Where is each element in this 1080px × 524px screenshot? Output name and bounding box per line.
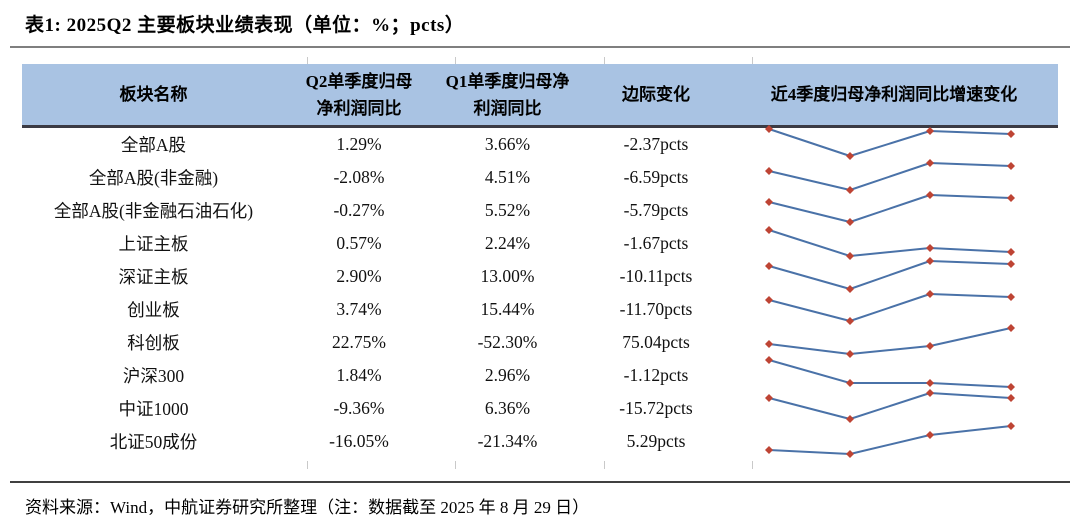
header-marginal-change: 边际变化 [622, 85, 690, 104]
title-divider [10, 46, 1070, 48]
table-row: 深证主板 2.90% 13.00% -10.11pcts [22, 257, 1058, 293]
cell-sector-name: 全部A股(非金融石油石化) [53, 201, 254, 221]
performance-table: 板块名称 Q2单季度归母 净利润同比 Q1单季度归母净 利润同比 边际变化 近4… [22, 57, 1058, 469]
cell-marginal-change: -1.12pcts [623, 365, 689, 385]
cell-marginal-change: -15.72pcts [619, 398, 693, 418]
cell-marginal-change: -5.79pcts [623, 200, 689, 220]
cell-q2-yoy: 0.57% [336, 233, 382, 253]
table-row: 全部A股(非金融) -2.08% 4.51% -6.59pcts [22, 159, 1058, 194]
table-row: 全部A股(非金融石油石化) -0.27% 5.52% -5.79pcts [22, 191, 1058, 227]
cell-marginal-change: 75.04pcts [622, 332, 690, 352]
column-divider-stub [752, 461, 753, 469]
table-row: 北证50成份 -16.05% -21.34% 5.29pcts [22, 422, 1058, 458]
table-body: 全部A股 1.29% 3.66% -2.37pcts 全部A股(非金融) -2.… [22, 125, 1058, 458]
cell-q1-yoy: 4.51% [484, 167, 531, 187]
cell-q2-yoy: -2.08% [333, 167, 385, 187]
cell-sparkline [730, 257, 1058, 293]
sparkline-chart [765, 191, 1015, 226]
cell-q1-yoy: 15.44% [480, 299, 535, 319]
sparkline-chart [765, 257, 1015, 293]
cell-q1-yoy: -52.30% [477, 332, 538, 352]
table-row: 创业板 3.74% 15.44% -11.70pcts [22, 290, 1058, 326]
sparkline-chart [765, 324, 1015, 358]
column-divider-stub [604, 57, 605, 64]
table-row: 中证1000 -9.36% 6.36% -15.72pcts [22, 389, 1058, 425]
column-divider-stub [604, 461, 605, 469]
cell-sector-name: 深证主板 [118, 267, 189, 287]
cell-marginal-change: -11.70pcts [619, 299, 693, 319]
table-row: 全部A股 1.29% 3.66% -2.37pcts [22, 125, 1058, 161]
header-q1-yoy: Q1单季度归母净 利润同比 [445, 71, 570, 118]
sparkline-chart [765, 159, 1015, 194]
sparkline-chart [765, 226, 1015, 260]
table-row: 沪深300 1.84% 2.96% -1.12pcts [22, 356, 1058, 392]
cell-marginal-change: -10.11pcts [619, 266, 693, 286]
cell-q1-yoy: 6.36% [484, 398, 531, 418]
table-row: 上证主板 0.57% 2.24% -1.67pcts [22, 226, 1058, 260]
cell-q2-yoy: 3.74% [336, 299, 382, 319]
cell-sparkline [730, 125, 1058, 161]
cell-marginal-change: -1.67pcts [623, 233, 689, 253]
cell-q1-yoy: 2.24% [484, 233, 531, 253]
sparkline-chart [765, 290, 1015, 325]
source-note: 资料来源：Wind，中航证券研究所整理（注：数据截至 2025 年 8 月 29… [25, 498, 590, 517]
cell-q1-yoy: 3.66% [484, 134, 531, 154]
table-row: 科创板 22.75% -52.30% 75.04pcts [22, 324, 1058, 359]
cell-q2-yoy: -16.05% [329, 431, 389, 451]
column-divider-stub [752, 57, 753, 64]
column-divider-stub [307, 57, 308, 64]
cell-sector-name: 全部A股(非金融) [88, 168, 219, 188]
cell-marginal-change: -6.59pcts [623, 167, 689, 187]
column-divider-stubs-bottom [44, 461, 1080, 469]
footer-divider [10, 481, 1070, 483]
cell-marginal-change: -2.37pcts [623, 134, 689, 154]
cell-q2-yoy: -0.27% [333, 200, 385, 220]
cell-q2-yoy: 1.29% [336, 134, 382, 154]
cell-sparkline [730, 422, 1058, 458]
column-divider-stub [307, 461, 308, 469]
cell-sector-name: 全部A股 [120, 135, 187, 155]
sparkline-chart [765, 389, 1015, 423]
cell-q2-yoy: 22.75% [332, 332, 386, 352]
column-divider-stub [455, 57, 456, 64]
cell-sector-name: 北证50成份 [109, 432, 198, 452]
sparkline-chart [765, 125, 1015, 160]
cell-q2-yoy: 1.84% [336, 365, 382, 385]
table-header-row: 板块名称 Q2单季度归母 净利润同比 Q1单季度归母净 利润同比 边际变化 近4… [22, 64, 1058, 128]
sparkline-chart [765, 422, 1015, 458]
cell-q1-yoy: -21.34% [477, 431, 538, 451]
header-q2-yoy: Q2单季度归母 净利润同比 [305, 71, 413, 118]
cell-sparkline [730, 324, 1058, 359]
cell-sparkline [730, 290, 1058, 326]
cell-q1-yoy: 2.96% [484, 365, 531, 385]
cell-q2-yoy: 2.90% [336, 266, 382, 286]
cell-marginal-change: 5.29pcts [626, 431, 686, 451]
cell-sector-name: 创业板 [127, 300, 180, 320]
cell-sparkline [730, 226, 1058, 260]
cell-sparkline [730, 389, 1058, 425]
sparkline-chart [765, 356, 1015, 391]
cell-sector-name: 沪深300 [122, 366, 185, 386]
header-sector-name: 板块名称 [119, 85, 188, 104]
cell-q2-yoy: -9.36% [333, 398, 385, 418]
column-divider-stub [455, 461, 456, 469]
header-sparkline-col: 近4季度归母净利润同比增速变化 [770, 85, 1018, 104]
cell-sector-name: 科创板 [127, 333, 180, 353]
cell-sector-name: 上证主板 [118, 234, 189, 254]
cell-sparkline [730, 159, 1058, 194]
cell-sparkline [730, 191, 1058, 227]
cell-q1-yoy: 13.00% [480, 266, 535, 286]
column-divider-stubs-top [44, 57, 1080, 64]
cell-sparkline [730, 356, 1058, 392]
cell-q1-yoy: 5.52% [484, 200, 531, 220]
cell-sector-name: 中证1000 [118, 399, 189, 419]
table-title: 表1: 2025Q2 主要板块业绩表现（单位：%；pcts） [25, 15, 465, 36]
